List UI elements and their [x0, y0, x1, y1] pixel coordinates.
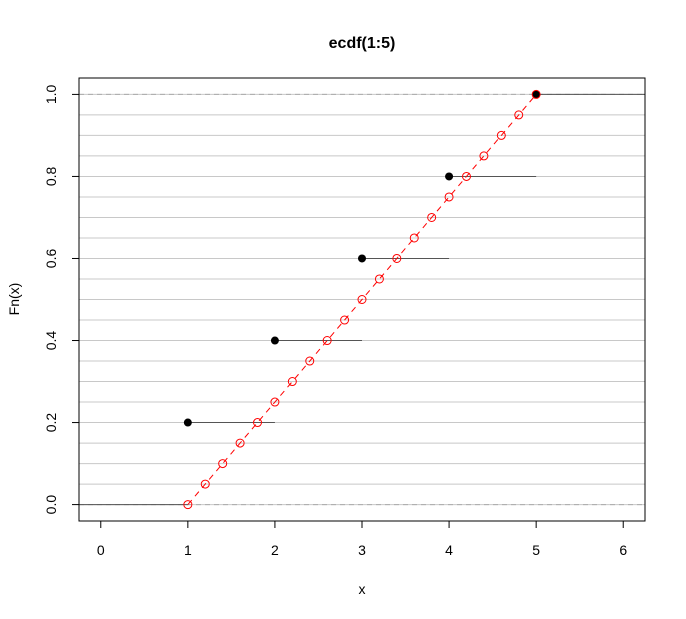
diagonal-point: [218, 459, 228, 469]
diagonal-point: [374, 274, 384, 284]
x-tick-label: 1: [184, 542, 192, 558]
diagonal-point: [409, 233, 419, 243]
diagonal-point: [322, 336, 332, 346]
x-tick-label: 5: [532, 542, 540, 558]
y-tick-label: 0.0: [43, 495, 59, 515]
chart-title: ecdf(1:5): [329, 35, 396, 52]
diagonal-point: [253, 418, 263, 428]
step-point: [445, 172, 454, 181]
diagonal-point: [200, 479, 210, 489]
step-point: [183, 418, 192, 427]
diagonal-point: [496, 130, 506, 140]
diagonal-point: [340, 315, 350, 325]
y-tick-label: 0.4: [43, 331, 59, 351]
diagonal-point: [235, 438, 245, 448]
y-tick-label: 0.2: [43, 413, 59, 433]
y-axis-label: Fn(x): [6, 283, 22, 316]
x-tick-label: 2: [271, 542, 279, 558]
diagonal-point: [392, 253, 402, 263]
y-axis-ticks: 0.0 0.2 0.4 0.6 0.8 1.0: [43, 84, 79, 514]
diagonal-line: [187, 94, 537, 505]
x-tick-label: 3: [358, 542, 366, 558]
diagonal-series: [183, 89, 541, 510]
diagonal-point: [461, 171, 471, 181]
y-tick-label: 1.0: [43, 84, 59, 104]
y-tick-label: 0.8: [43, 166, 59, 186]
y-tick-label: 0.6: [43, 249, 59, 269]
x-tick-label: 4: [445, 542, 453, 558]
diagonal-point: [444, 192, 454, 202]
diagonal-point: [270, 397, 280, 407]
x-tick-label: 0: [97, 542, 105, 558]
x-axis-label: x: [359, 581, 366, 597]
x-axis-ticks: 0 1 2 3 4 5 6: [97, 521, 627, 558]
step-point: [532, 90, 541, 99]
diagonal-point: [514, 110, 524, 120]
plot-frame: [78, 77, 646, 522]
step-series: [79, 90, 645, 506]
diagonal-point: [305, 356, 315, 366]
diagonal-point: [287, 377, 297, 387]
diagonal-point: [183, 500, 193, 510]
step-point: [270, 336, 279, 345]
diagonal-point: [427, 212, 437, 222]
x-tick-label: 6: [619, 542, 627, 558]
diagonal-point: [479, 151, 489, 161]
diagonal-point: [357, 295, 367, 304]
step-point: [358, 254, 366, 263]
diagonal-point: [531, 89, 541, 99]
